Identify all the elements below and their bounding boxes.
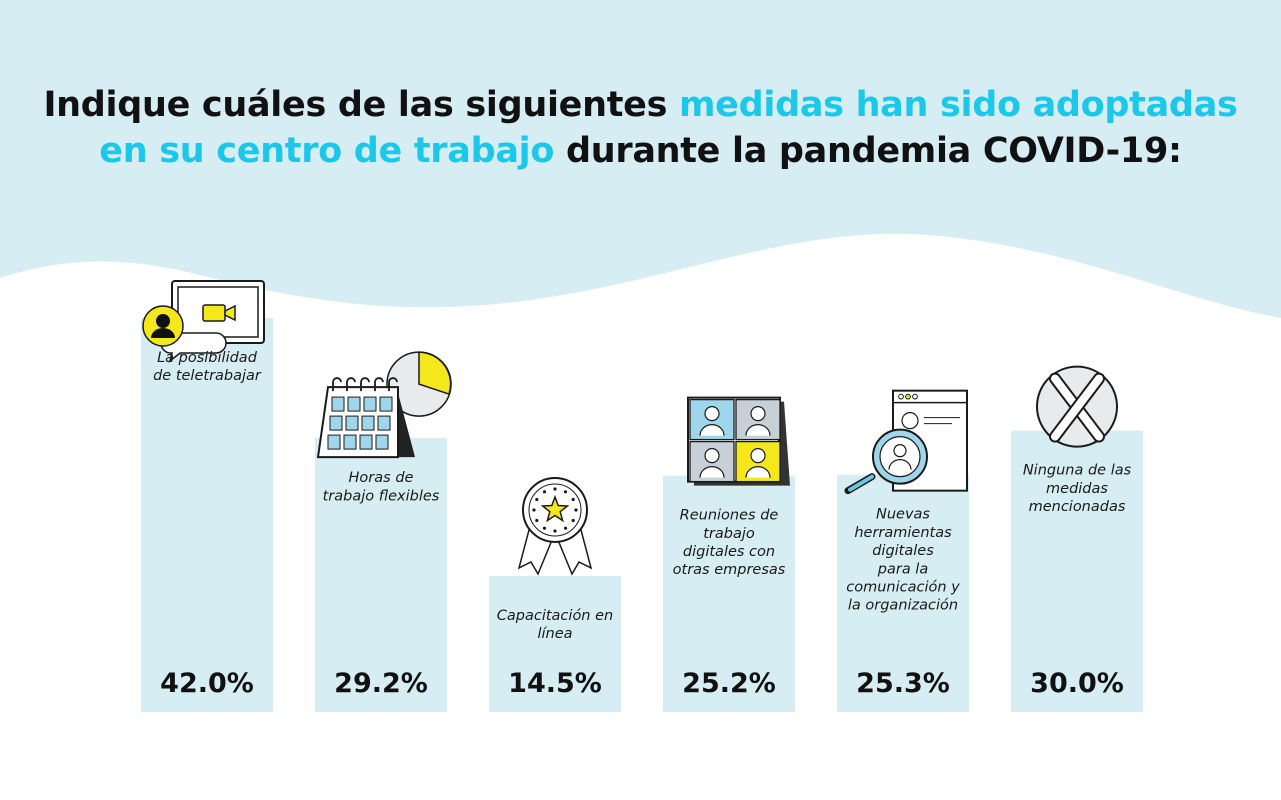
calendar-icon — [316, 351, 452, 459]
bar-3 — [489, 575, 621, 712]
x-mark-icon — [1036, 365, 1118, 448]
bar-label-2: Horas de trabajo flexibles — [323, 470, 440, 504]
title-highlight-1: medidas han sido adoptadas — [679, 85, 1238, 125]
value-label-2: 29.2% — [334, 668, 428, 699]
value-label-3: 14.5% — [508, 668, 602, 699]
magnifier-profile-icon — [844, 389, 968, 495]
bar-label-1: La posibilidad de teletrabajar — [153, 350, 262, 384]
award-ribbon-icon — [517, 476, 593, 576]
value-label-4: 25.2% — [682, 668, 776, 699]
title-highlight-2: en su centro de trabajo — [99, 131, 555, 171]
video-call-icon — [142, 280, 265, 363]
puzzle-team-icon — [687, 396, 790, 486]
value-label-1: 42.0% — [160, 668, 254, 699]
value-label-6: 30.0% — [1030, 668, 1124, 699]
bar-5 — [837, 474, 969, 712]
bar-label-3: Capacitación en línea — [497, 608, 613, 642]
bar-4 — [663, 475, 795, 712]
value-label-5: 25.3% — [856, 668, 950, 699]
bar-6 — [1011, 430, 1143, 712]
title-part-2: durante la pandemia COVID-19: — [565, 131, 1182, 171]
bar-label-4: Reuniones de trabajo digitales con otras em… — [673, 508, 786, 579]
bar-label-5: Nuevas herramientas digitales para la comuni… — [846, 507, 960, 614]
title-part-1: Indique cuáles de las siguientes — [43, 85, 668, 125]
bar-label-6: Ninguna de las medidas mencionadas — [1023, 463, 1132, 515]
chart-title: Indique cuáles de las siguientes medidas… — [40, 82, 1241, 174]
bar-2 — [315, 438, 447, 712]
bar-1 — [141, 318, 273, 712]
